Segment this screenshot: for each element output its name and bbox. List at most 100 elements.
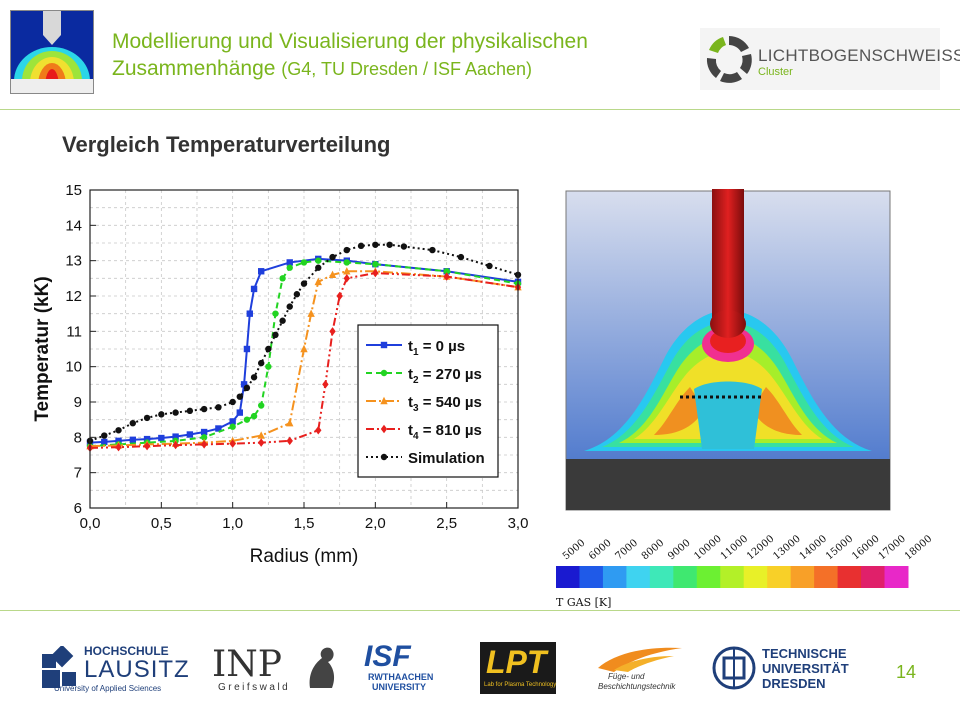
data-point — [101, 432, 108, 439]
isf-name: ISF — [364, 640, 411, 673]
x-axis-label: Radius (mm) — [250, 546, 359, 567]
header-title: Modellierung und Visualisierung der phys… — [112, 28, 692, 83]
tu-dresden-emblem-icon — [712, 646, 756, 690]
data-point — [158, 434, 165, 442]
data-point — [186, 407, 194, 415]
lpt-name: LPT — [486, 644, 547, 680]
lausitz-line1: HOCHSCHULE — [84, 644, 169, 658]
lausitz-line3: University of Applied Sciences — [54, 684, 162, 693]
data-point — [293, 291, 301, 298]
data-point — [215, 425, 222, 432]
data-point — [258, 438, 265, 447]
legend-label: t1 = 0 µs — [408, 338, 465, 358]
header-title-line1: Modellierung und Visualisierung der phys… — [112, 30, 588, 53]
data-point — [243, 384, 251, 392]
tu-line3: DRESDEN — [762, 676, 826, 691]
data-point — [250, 285, 258, 293]
x-tick-label: 0,0 — [80, 515, 101, 532]
data-point — [172, 440, 179, 450]
data-point — [315, 257, 322, 264]
data-point — [240, 381, 248, 388]
data-point — [429, 246, 436, 254]
data-point — [250, 374, 258, 381]
data-point — [250, 412, 258, 420]
data-point — [307, 309, 315, 317]
griffin-icon — [309, 647, 335, 688]
data-point — [486, 262, 493, 270]
data-point — [315, 426, 322, 435]
data-point — [101, 438, 108, 446]
y-tick-label: 6 — [74, 500, 82, 517]
inp-name: INP — [212, 644, 282, 685]
temperature-chart: 0,0 0,5 1,0 1,5 2,0 2,5 3,0 6 7 8 9 10 11 12 13 14 15 Ra… — [32, 182, 529, 567]
data-point — [229, 439, 236, 448]
data-point — [322, 380, 329, 389]
data-point — [243, 345, 251, 353]
colorbar-cell — [861, 566, 886, 588]
x-tick-label: 3,0 — [508, 515, 529, 532]
data-point — [257, 431, 265, 439]
data-point — [329, 327, 336, 336]
data-point — [172, 409, 179, 416]
data-point — [286, 303, 293, 310]
data-point — [143, 414, 151, 422]
colorbar-tick-label: 8000 — [640, 538, 667, 563]
colorbar-cell — [696, 566, 721, 588]
colorbar-cells — [556, 566, 909, 588]
chart-series-group — [86, 241, 522, 453]
colorbar-cell — [556, 566, 580, 588]
data-point — [343, 267, 351, 275]
header-subtitle-detail: (G4, TU Dresden / ISF Aachen) — [281, 59, 533, 79]
y-tick-label: 12 — [65, 288, 82, 305]
colorbar-cell — [837, 566, 862, 588]
data-point — [200, 434, 208, 441]
header-separator — [0, 109, 960, 110]
colorbar-cell — [673, 566, 698, 588]
temperature-colorbar: 5000 6000 7000 8000 9000 10000110001200013000… — [556, 533, 934, 609]
data-point — [328, 270, 337, 278]
colorbar-cell — [884, 566, 909, 588]
data-point — [258, 268, 265, 275]
data-point — [272, 310, 279, 317]
colorbar-tick-label: 13000 — [771, 533, 802, 562]
data-point — [258, 359, 265, 367]
legend-swatch-marker — [380, 424, 388, 434]
y-tick-label: 13 — [65, 253, 82, 270]
colorbar-cell — [579, 566, 604, 588]
data-point — [300, 259, 308, 266]
data-point — [265, 345, 272, 353]
lausitz-line2: LAUSITZ — [84, 656, 190, 683]
data-point — [115, 437, 122, 445]
legend-label: t3 = 540 µs — [408, 394, 482, 414]
legend-label: t2 = 270 µs — [408, 366, 482, 386]
x-tick-label: 2,5 — [436, 515, 457, 532]
tu-line2: UNIVERSITÄT — [762, 661, 849, 676]
colorbar-cell — [814, 566, 839, 588]
data-point — [272, 331, 279, 339]
legend-label: t4 = 810 µs — [408, 422, 482, 442]
header-title-line2: Zusammenhänge (G4, TU Dresden / ISF Aach… — [112, 55, 692, 83]
data-point — [443, 272, 450, 281]
rwth-name: RWTHAACHEN — [368, 672, 434, 682]
data-point — [236, 393, 243, 400]
data-point — [258, 402, 265, 409]
data-point — [386, 241, 393, 248]
colorbar-label: T GAS [K] — [556, 596, 611, 609]
lichtbogen-logo-sub: Cluster — [758, 66, 793, 78]
colorbar-cell — [626, 566, 651, 588]
data-point — [172, 433, 179, 440]
colorbar-tick-label: 6000 — [587, 538, 614, 563]
colorbar-cell — [649, 566, 674, 588]
isf-rwth-logo: ISF RWTHAACHEN UNIVERSITY — [364, 640, 444, 694]
data-point — [343, 259, 350, 266]
data-point — [236, 409, 243, 416]
data-point — [286, 436, 293, 446]
data-point — [372, 261, 379, 268]
colorbar-tick-label: 7000 — [613, 538, 640, 563]
data-point — [229, 423, 236, 430]
lichtbogen-logo-name: LICHTBOGENSCHWEISSEN — [758, 46, 960, 65]
data-point — [400, 243, 408, 250]
lpt-sub: Lab for Plasma Technology — [484, 682, 557, 688]
data-point — [129, 420, 136, 427]
y-tick-label: 9 — [74, 394, 82, 411]
